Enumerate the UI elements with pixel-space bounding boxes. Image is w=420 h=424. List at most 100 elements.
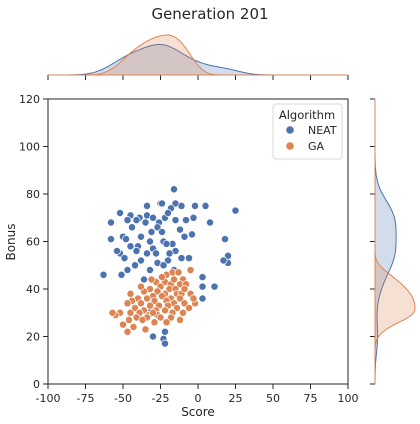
- scatter-point-neat: [177, 254, 186, 263]
- scatter-point-ga: [176, 315, 184, 324]
- scatter-point-ga: [137, 299, 145, 308]
- x-tick-label: -25: [152, 392, 170, 405]
- scatter-point-ga: [170, 275, 178, 284]
- scatter-point-neat: [122, 235, 130, 244]
- scatter-point-ga: [141, 325, 150, 334]
- x-tick-label: 25: [229, 392, 243, 405]
- legend-marker-neat: [285, 125, 295, 135]
- scatter-point-ga: [173, 304, 181, 312]
- scatter-point-neat: [143, 249, 151, 258]
- scatter-point-ga: [146, 301, 154, 310]
- y-tick-label: 100: [19, 141, 40, 154]
- scatter-point-ga: [156, 313, 165, 322]
- scatter-point-neat: [198, 282, 207, 291]
- scatter-point-neat: [146, 266, 154, 274]
- scatter-point-ga: [180, 299, 189, 308]
- scatter-point-ga: [158, 292, 166, 301]
- x-tick-label: -100: [36, 392, 61, 405]
- scatter-point-ga: [185, 304, 193, 312]
- scatter-point-ga: [174, 268, 183, 277]
- scatter-point-neat: [170, 185, 178, 194]
- scatter-point-neat: [180, 232, 189, 241]
- scatter-point-neat: [161, 339, 169, 348]
- x-tick-label: -50: [114, 392, 132, 405]
- scatter-point-ga: [150, 296, 159, 305]
- scatter-point-neat: [131, 261, 139, 270]
- scatter-point-neat: [137, 256, 145, 265]
- scatter-point-ga: [189, 294, 198, 303]
- scatter-point-ga: [158, 273, 166, 282]
- scatter-point-neat: [107, 218, 115, 227]
- scatter-point-neat: [201, 201, 210, 210]
- scatter-point-neat: [116, 209, 124, 217]
- scatter-point-ga: [125, 315, 133, 324]
- scatter-point-neat: [198, 273, 207, 282]
- right-kde-ga: [374, 99, 416, 384]
- scatter-point-ga: [108, 308, 117, 317]
- scatter-point-ga: [119, 320, 127, 329]
- scatter-point-neat: [99, 270, 108, 279]
- scatter-point-neat: [149, 213, 157, 222]
- scatter-point-neat: [107, 235, 115, 244]
- scatter-point-ga: [149, 308, 157, 317]
- scatter-point-neat: [206, 218, 214, 227]
- scatter-point-neat: [210, 282, 219, 291]
- scatter-point-ga: [150, 318, 159, 327]
- scatter-point-ga: [143, 294, 151, 303]
- scatter-point-neat: [161, 327, 169, 336]
- scatter-point-neat: [113, 247, 121, 255]
- scatter-point-neat: [132, 216, 141, 225]
- scatter-point-ga: [123, 299, 132, 308]
- legend-label-neat: NEAT: [308, 124, 337, 137]
- y-tick-label: 120: [19, 93, 40, 106]
- scatter-point-ga: [162, 318, 171, 327]
- scatter-plot-area: -100 -75 -50 -25 0 25 50 75 100 0 20 40 60 80 100 120: [19, 93, 359, 405]
- scatter-point-ga: [153, 287, 162, 296]
- scatter-point-neat: [182, 216, 190, 225]
- x-tick-label: 0: [195, 392, 202, 405]
- scatter-point-neat: [176, 225, 184, 234]
- legend-marker-ga: [285, 141, 295, 151]
- scatter-point-neat: [132, 247, 141, 255]
- y-axis-ticks: 0 20 40 60 80 100 120: [19, 93, 48, 391]
- scatter-point-neat: [219, 256, 228, 265]
- scatter-point-neat: [141, 218, 150, 227]
- scatter-point-neat: [162, 239, 171, 248]
- y-tick-label: 0: [33, 378, 40, 391]
- scatter-point-neat: [171, 216, 180, 225]
- scatter-point-neat: [137, 232, 145, 241]
- scatter-point-neat: [221, 235, 229, 244]
- scatter-point-neat: [120, 254, 129, 263]
- scatter-point-ga: [186, 266, 195, 274]
- scatter-point-neat: [164, 209, 172, 217]
- scatter-point-neat: [165, 249, 174, 258]
- scatter-point-neat: [158, 199, 166, 208]
- y-tick-label: 80: [26, 188, 40, 201]
- scatter-point-ga: [123, 327, 132, 336]
- scatter-point-ga: [126, 289, 135, 298]
- scatter-points: [99, 185, 240, 348]
- scatter-point-neat: [143, 201, 151, 210]
- scatter-point-neat: [185, 254, 193, 263]
- scatter-point-neat: [191, 201, 199, 210]
- x-axis-ticks: -100 -75 -50 -25 0 25 50 75 100: [36, 384, 359, 405]
- scatter-point-neat: [146, 237, 154, 246]
- right-kde-neat: [374, 99, 397, 384]
- scatter-point-neat: [231, 206, 240, 215]
- scatter-point-neat: [188, 230, 196, 239]
- chart-title: Generation 201: [151, 5, 268, 23]
- scatter-point-ga: [180, 285, 189, 293]
- scatter-point-neat: [177, 201, 186, 210]
- scatter-point-neat: [158, 228, 166, 236]
- scatter-point-neat: [153, 223, 162, 232]
- legend-title: Algorithm: [279, 108, 335, 122]
- y-tick-label: 20: [26, 331, 40, 344]
- scatter-point-ga: [138, 315, 147, 324]
- scatter-point-neat: [126, 242, 135, 251]
- scatter-point-ga: [129, 323, 138, 331]
- top-kde-ga: [48, 34, 348, 76]
- scatter-point-neat: [147, 228, 156, 236]
- scatter-point-ga: [126, 308, 135, 317]
- x-tick-label: 75: [304, 392, 318, 405]
